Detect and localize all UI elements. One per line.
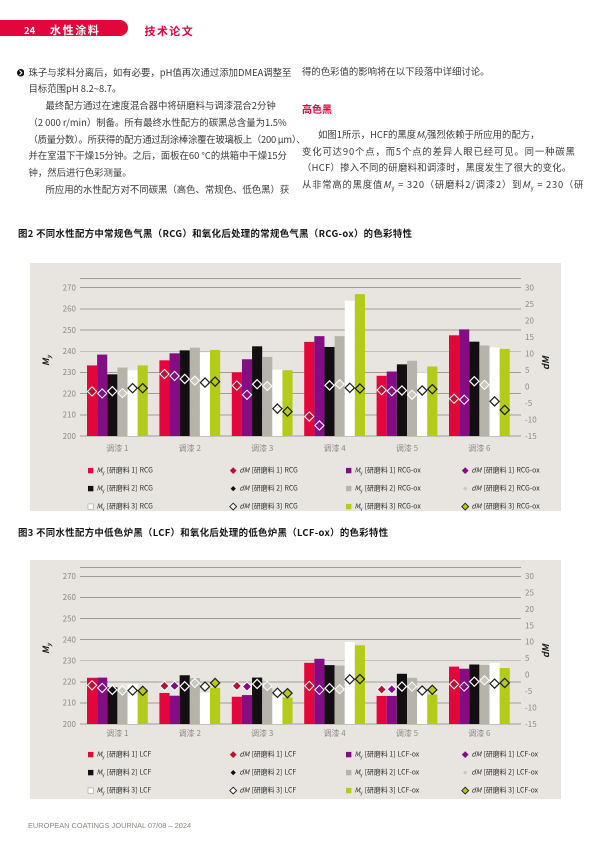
- svg-text:dM[研磨料 2]RCG-ox: dM [研磨料 2] RCG-ox: [472, 483, 541, 493]
- svg-text:My[研磨料 3]LCF: My [研磨料 3] LCF: [97, 785, 152, 797]
- svg-text:调漆 2: 调漆 2: [179, 728, 202, 739]
- svg-text:My[研磨料 2]RCG: My [研磨料 2] RCG: [97, 483, 154, 495]
- svg-text:20: 20: [525, 315, 534, 326]
- svg-text:调漆 1: 调漆 1: [106, 443, 128, 454]
- svg-text:220: 220: [63, 388, 77, 399]
- svg-text:10: 10: [525, 348, 534, 359]
- svg-text:15: 15: [525, 620, 534, 631]
- svg-text:调漆 4: 调漆 4: [323, 443, 346, 454]
- svg-text:210: 210: [63, 698, 77, 709]
- svg-text:dM[研磨料 2]LCF-ox: dM [研磨料 2] LCF-ox: [472, 767, 539, 777]
- svg-text:调漆 3: 调漆 3: [251, 728, 273, 739]
- svg-text:dM: dM: [538, 355, 552, 370]
- svg-text:调漆 6: 调漆 6: [468, 443, 491, 454]
- svg-text:200: 200: [63, 719, 77, 730]
- svg-text:dM[研磨料 1]LCF: dM [研磨料 1] LCF: [240, 749, 297, 759]
- svg-text:调漆 3: 调漆 3: [251, 443, 273, 454]
- svg-text:10: 10: [525, 637, 534, 648]
- svg-text:-5: -5: [525, 686, 532, 697]
- svg-text:My[研磨料 1]LCF-ox: My [研磨料 1] LCF-ox: [355, 749, 420, 761]
- svg-text:dM[研磨料 1]RCG: dM [研磨料 1] RCG: [240, 465, 299, 475]
- svg-text:250: 250: [63, 613, 77, 624]
- svg-text:My[研磨料 2]LCF: My [研磨料 2] LCF: [97, 767, 152, 779]
- svg-text:240: 240: [63, 346, 77, 357]
- svg-text:0: 0: [525, 381, 530, 392]
- svg-text:dM[研磨料 2]LCF: dM [研磨料 2] LCF: [240, 767, 297, 777]
- svg-text:My[研磨料 2]LCF-ox: My [研磨料 2] LCF-ox: [355, 767, 420, 779]
- svg-text:调漆 1: 调漆 1: [106, 728, 128, 739]
- svg-text:My[研磨料 1]LCF: My [研磨料 1] LCF: [97, 749, 152, 761]
- svg-text:My[研磨料 1]RCG-ox: My [研磨料 1] RCG-ox: [355, 465, 422, 477]
- svg-text:220: 220: [63, 677, 77, 688]
- svg-text:My[研磨料 2]RCG-ox: My [研磨料 2] RCG-ox: [355, 483, 422, 495]
- svg-text:250: 250: [63, 325, 77, 336]
- svg-text:210: 210: [63, 410, 77, 421]
- svg-text:15: 15: [525, 332, 534, 343]
- svg-text:调漆 2: 调漆 2: [179, 443, 202, 454]
- svg-text:dM[研磨料 3]LCF: dM [研磨料 3] LCF: [240, 785, 297, 795]
- svg-text:调漆 5: 调漆 5: [396, 728, 418, 739]
- svg-text:-15: -15: [525, 431, 537, 442]
- svg-text:5: 5: [525, 365, 529, 376]
- svg-text:240: 240: [63, 634, 77, 645]
- svg-text:My[研磨料 3]LCF-ox: My [研磨料 3] LCF-ox: [355, 785, 420, 797]
- svg-text:dM[研磨料 2]RCG: dM [研磨料 2] RCG: [240, 483, 299, 493]
- svg-text:dM: dM: [538, 643, 552, 658]
- svg-text:调漆 5: 调漆 5: [396, 443, 418, 454]
- svg-text:20: 20: [525, 604, 534, 615]
- svg-text:25: 25: [525, 299, 534, 310]
- svg-text:-10: -10: [525, 414, 537, 425]
- svg-text:230: 230: [63, 656, 77, 667]
- svg-text:260: 260: [63, 592, 77, 603]
- svg-text:30: 30: [525, 282, 534, 293]
- svg-text:调漆 6: 调漆 6: [468, 728, 491, 739]
- svg-text:230: 230: [63, 367, 77, 378]
- svg-text:-15: -15: [525, 719, 537, 730]
- svg-text:dM[研磨料 1]LCF-ox: dM [研磨料 1] LCF-ox: [472, 749, 539, 759]
- svg-text:My[研磨料 3]RCG: My [研磨料 3] RCG: [97, 501, 154, 512]
- svg-text:270: 270: [63, 571, 77, 582]
- svg-text:dM[研磨料 1]RCG-ox: dM [研磨料 1] RCG-ox: [472, 465, 541, 475]
- svg-text:5: 5: [525, 653, 529, 664]
- svg-text:My[研磨料 1]RCG: My [研磨料 1] RCG: [97, 465, 154, 477]
- svg-text:25: 25: [525, 588, 534, 599]
- svg-text:dM[研磨料 3]RCG-ox: dM [研磨料 3] RCG-ox: [472, 501, 541, 511]
- svg-text:dM[研磨料 3]LCF-ox: dM [研磨料 3] LCF-ox: [472, 785, 539, 795]
- svg-text:-5: -5: [525, 398, 532, 409]
- svg-text:270: 270: [63, 282, 77, 293]
- svg-text:260: 260: [63, 304, 77, 315]
- svg-text:调漆 4: 调漆 4: [323, 728, 346, 739]
- svg-text:30: 30: [525, 571, 534, 582]
- svg-text:-10: -10: [525, 702, 537, 713]
- svg-text:200: 200: [63, 431, 77, 442]
- svg-text:My[研磨料 3]RCG-ox: My [研磨料 3] RCG-ox: [355, 501, 422, 512]
- svg-text:dM[研磨料 3]RCG: dM [研磨料 3] RCG: [240, 501, 299, 511]
- svg-text:0: 0: [525, 670, 530, 681]
